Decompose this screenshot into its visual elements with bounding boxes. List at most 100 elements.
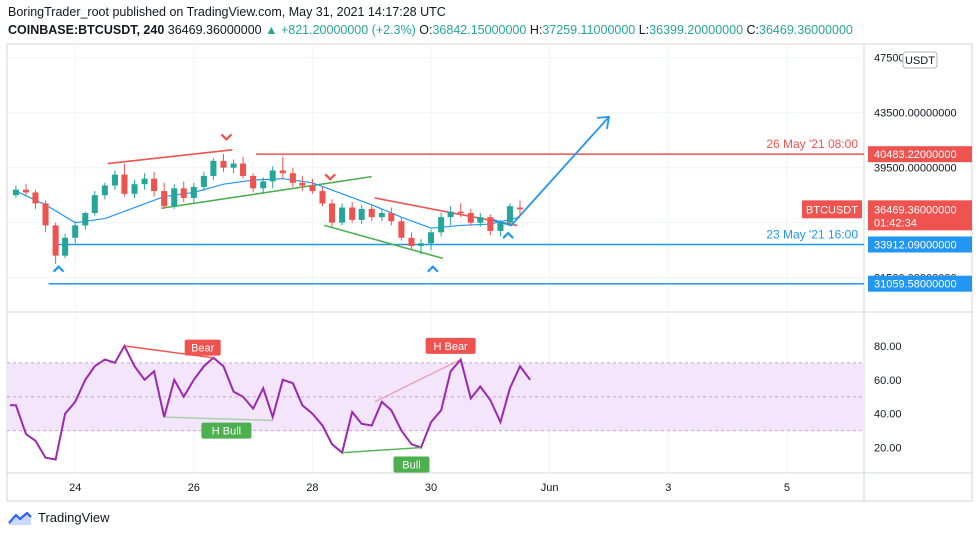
candle-body: [457, 211, 464, 214]
symbol-tag-label: BTCUSDT: [806, 204, 858, 216]
candle-body: [477, 217, 484, 223]
candle-body: [111, 174, 118, 186]
divergence-tag-label: H Bull: [212, 426, 241, 438]
divergence-line: [124, 345, 214, 359]
rsi-tick-label: 80.00: [874, 341, 902, 353]
candle-body: [487, 217, 494, 231]
candle-body: [141, 178, 148, 185]
publish-info: BoringTrader_root published on TradingVi…: [8, 5, 446, 19]
last-price-tag-box: [868, 200, 972, 231]
candle-body: [328, 203, 336, 223]
candle-body: [12, 189, 19, 196]
candle-body: [161, 191, 168, 207]
trend-line: [324, 224, 444, 260]
close-label: C:: [746, 23, 760, 37]
low-label: L:: [638, 23, 650, 37]
candle-body: [62, 237, 69, 256]
divergence-line: [164, 416, 273, 422]
candle-body: [269, 170, 276, 182]
candle-body: [32, 192, 39, 204]
time-tick-label: 24: [69, 482, 81, 494]
chevron-down-icon: [324, 173, 337, 181]
rsi-line-path: [9, 343, 531, 461]
price-tick-label: 43500.00000000: [874, 108, 957, 120]
time-tick-label: Jun: [541, 482, 559, 494]
candle-body: [378, 213, 385, 218]
moving-average: [15, 178, 521, 229]
candle-body: [190, 186, 197, 198]
symbol-name[interactable]: COINBASE:BTCUSDT, 240: [8, 23, 165, 37]
candle-body: [91, 195, 98, 214]
last-price-tag-label: 36469.36000000: [874, 204, 957, 216]
countdown-label: 01:42:34: [874, 217, 917, 229]
time-tick-label: 3: [665, 482, 671, 494]
chevron-up-icon: [427, 265, 439, 273]
candle-body: [368, 208, 375, 218]
markers: [52, 133, 514, 273]
divergence-tag-box: [184, 339, 221, 356]
candle-body: [101, 185, 108, 196]
candle-body: [349, 207, 356, 220]
moving-average-line: [15, 178, 521, 229]
divergence-line: [342, 446, 422, 454]
candle-body: [151, 178, 158, 192]
time-tick-label: 26: [188, 482, 200, 494]
candle-body: [200, 175, 207, 187]
candle-body: [250, 175, 257, 189]
price-tag-box: [868, 146, 972, 163]
price-axis[interactable]: 4750043500.0000000039500.0000000035500.0…: [874, 53, 957, 455]
high-value: 37259.11000000: [542, 23, 636, 37]
price-tick-label: 47500: [874, 53, 905, 65]
candle-body: [52, 225, 59, 256]
candle-body: [121, 174, 128, 194]
price-tag-box: [868, 236, 972, 253]
candle-body: [319, 191, 326, 204]
time-tick-label: 28: [306, 482, 318, 494]
chevron-up-icon: [502, 231, 514, 239]
candle-body: [447, 211, 454, 218]
currency-label: USDT: [905, 55, 935, 67]
candle-body: [388, 213, 395, 222]
horizontal-lines: 26 May '21 08:00 23 May '21 16:00: [48, 137, 864, 285]
divergence-tag-label: H Bear: [433, 341, 468, 353]
symbol-tag-box: [802, 200, 862, 219]
candle-body: [467, 213, 474, 223]
candle-body: [398, 221, 405, 238]
trend-line: [107, 149, 233, 165]
open-label: O:: [419, 23, 433, 37]
rsi-line: [9, 343, 531, 461]
divergence-tag-box: [201, 422, 252, 439]
candle-body: [22, 189, 30, 193]
candle-body: [516, 207, 524, 210]
price-tag-box: [868, 275, 972, 292]
tradingview-footer: TradingView: [8, 510, 110, 525]
time-tick-label: 5: [784, 482, 790, 494]
candle-body: [171, 188, 178, 207]
price-tag-label: 40483.22000000: [874, 149, 957, 161]
open-value: 36842.15000000: [432, 23, 527, 37]
time-tick-label: 30: [425, 482, 437, 494]
currency-badge[interactable]: USDT: [902, 51, 938, 69]
low-value: 36399.20000000: [649, 23, 744, 37]
rsi-tick-label: 60.00: [874, 375, 902, 387]
rsi-tick-label: 40.00: [874, 409, 902, 421]
level-time-label: 23 May '21 16:00: [766, 227, 858, 241]
candle-body: [240, 163, 247, 176]
price-tag-label: 33912.09000000: [874, 239, 957, 251]
high-label: H:: [529, 23, 543, 37]
close-value: 36469.36000000: [759, 23, 853, 37]
candle-body: [82, 213, 89, 226]
chevron-down-icon: [220, 133, 233, 142]
candle-body: [260, 181, 267, 189]
candle-body: [210, 160, 217, 176]
divergence-tag-box: [393, 456, 430, 473]
level-time-label: 26 May '21 08:00: [766, 137, 858, 151]
last-price: 36469.36000000: [167, 23, 262, 37]
price-tick-label: 39500.00000000: [874, 163, 957, 175]
time-axis[interactable]: 24 26 28 30 Jun 3 5: [69, 482, 790, 494]
candle-body: [230, 163, 237, 168]
price-change: ▲ +821.20000000 (+2.3%): [265, 23, 416, 37]
candle-body: [417, 243, 424, 247]
symbol-info: COINBASE:BTCUSDT, 240 36469.36000000 ▲ +…: [8, 23, 853, 37]
